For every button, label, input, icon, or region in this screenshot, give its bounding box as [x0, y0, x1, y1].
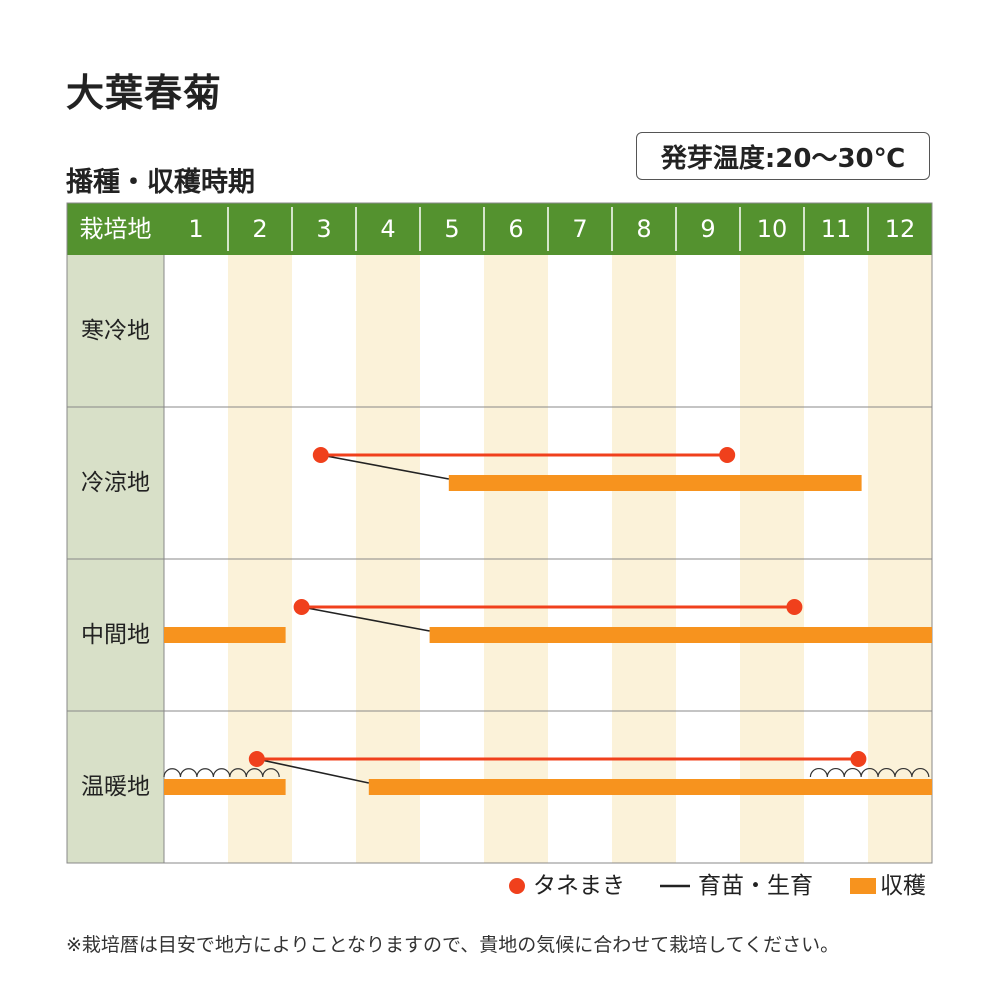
month-label: 12	[885, 215, 916, 243]
chart-subtitle: 播種・収穫時期	[66, 167, 255, 198]
harvest-bar	[448, 475, 862, 491]
header-bar	[67, 203, 932, 255]
tunnel-cover-mark	[163, 768, 280, 778]
legend-label: 収穫	[880, 873, 926, 899]
sowing-start-dot	[293, 599, 310, 615]
sowing-start-dot	[312, 447, 329, 463]
harvest-bar	[368, 779, 932, 795]
harvest-bar	[429, 627, 932, 643]
month-label: 2	[252, 215, 267, 243]
chart-frame	[66, 202, 933, 864]
region-label: 寒冷地	[81, 318, 150, 344]
legend-label: タネまき	[533, 873, 625, 899]
legend-harvest-icon	[850, 878, 876, 894]
region-label: 中間地	[81, 622, 150, 648]
region-label: 冷涼地	[81, 470, 150, 496]
harvest-bar	[164, 627, 286, 643]
header-label-region: 栽培地	[80, 215, 152, 243]
month-label: 3	[316, 215, 331, 243]
footnote: ※栽培暦は目安で地方によりことなりますので、貴地の気候に合わせて栽培してください…	[66, 934, 840, 956]
page-title: 大葉春菊	[66, 71, 223, 115]
tunnel-cover-mark	[809, 768, 930, 778]
sowing-end-dot	[786, 599, 803, 615]
month-label: 10	[757, 215, 788, 243]
month-label: 11	[821, 215, 852, 243]
sowing-start-dot	[248, 751, 265, 767]
growing-line	[301, 606, 430, 632]
sowing-end-dot	[719, 447, 736, 463]
growing-line	[320, 454, 449, 480]
sowing-end-dot	[850, 751, 867, 767]
month-label: 5	[444, 215, 459, 243]
legend-sowing-icon	[509, 878, 525, 894]
month-label: 9	[700, 215, 715, 243]
month-label: 8	[636, 215, 651, 243]
month-label: 4	[380, 215, 395, 243]
germination-temperature-badge: 発芽温度:20〜30℃	[636, 132, 930, 180]
harvest-bar	[164, 779, 286, 795]
month-label: 7	[572, 215, 587, 243]
legend-label: 育苗・生育	[698, 873, 813, 899]
growing-line	[256, 758, 369, 784]
month-label: 1	[188, 215, 203, 243]
month-label: 6	[508, 215, 523, 243]
region-label: 温暖地	[81, 774, 150, 800]
